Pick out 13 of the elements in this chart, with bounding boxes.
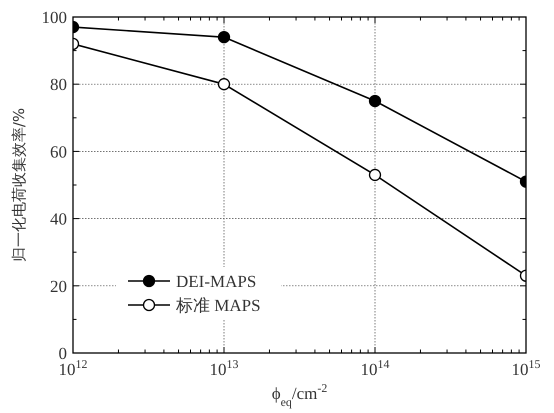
y-tick-label: 20 xyxy=(50,276,67,296)
legend-label: DEI-MAPS xyxy=(176,272,256,291)
x-tick-label: 10$^{15}$ xyxy=(512,357,540,379)
y-tick-label: 40 xyxy=(50,210,67,229)
x-tick-label: 10$^{13}$ xyxy=(210,357,238,379)
y-tick-label: 80 xyxy=(50,75,67,94)
y-axis-title: 归一化电荷收集效率/% xyxy=(10,108,28,262)
y-tick-label: 0 xyxy=(58,344,67,363)
x-tick-label: 10$^{14}$ xyxy=(360,357,390,379)
legend-label: 标准 MAPS xyxy=(175,296,261,315)
x-axis-title: ϕ$_{eq}$/cm$^{-2}$ xyxy=(272,381,328,409)
y-tick-label: 100 xyxy=(42,8,67,27)
y-tick-label: 60 xyxy=(50,142,67,162)
